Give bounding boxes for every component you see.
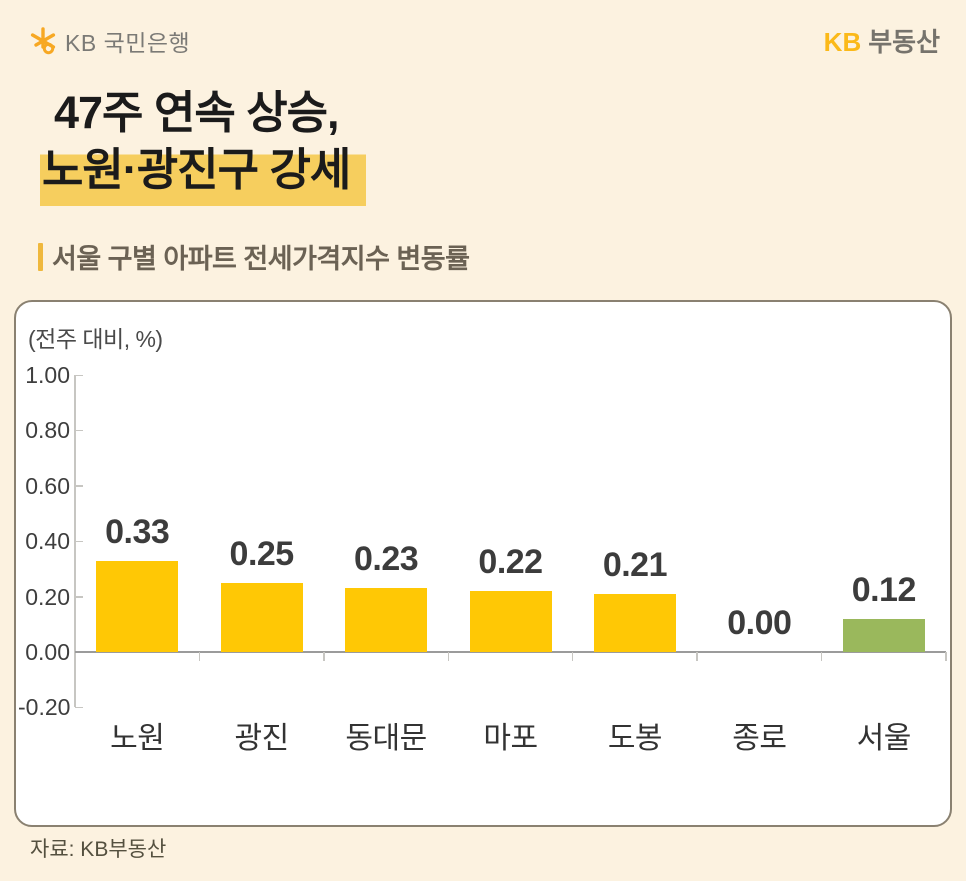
x-boundary-tick: [571, 652, 574, 661]
y-tick-label: 0.00: [25, 639, 70, 665]
chart-card: (전주 대비, %) 1.00 0.80 0.60 0.40 0.20 0.00 -0.20…: [14, 300, 952, 827]
x-category-label: 동대문: [345, 722, 427, 755]
page-title: 47주 연속 상승, 노원·광진구 강세: [40, 84, 367, 206]
x-boundary-tick: [447, 652, 450, 661]
bar-마포: [469, 591, 552, 652]
y-tick-mark: [75, 374, 83, 376]
bar-value-label: 0.12: [851, 570, 917, 609]
bar-value-label: 0.00: [727, 604, 792, 642]
chart-subtitle: 서울 구별 아파트 전세가격지수 변동률: [38, 237, 470, 276]
subtitle-text: 서울 구별 아파트 전세가격지수 변동률: [52, 244, 470, 274]
y-tick-label: 0.40: [25, 528, 70, 555]
x-category-label: 광진: [234, 722, 290, 755]
y-tick-label: 0.20: [25, 583, 70, 610]
x-boundary-tick: [198, 652, 201, 661]
bar-서울: [842, 618, 925, 652]
brand-kb-budongsan: KB 부동산: [824, 22, 940, 59]
y-tick-label: 0.60: [25, 472, 70, 499]
subtitle-accent-bar: [38, 242, 43, 271]
y-tick-label: 1.00: [25, 362, 70, 388]
title-line-2-highlight: 노원·광진구 강세: [40, 141, 367, 206]
x-category-label: 노원: [110, 722, 165, 755]
y-tick-mark: [75, 540, 83, 543]
brand-kb-label: KB: [823, 27, 862, 57]
source-note: 자료: KB부동산: [30, 838, 167, 861]
y-axis-unit-label: (전주 대비, %): [28, 326, 163, 352]
y-tick-mark: [75, 429, 83, 432]
bar-도봉: [593, 593, 676, 652]
x-boundary-tick: [945, 652, 947, 661]
x-boundary-tick: [696, 652, 698, 661]
y-axis-line: [74, 375, 76, 708]
x-axis-baseline: [75, 651, 946, 653]
header-logo: KB 국민은행: [28, 24, 190, 58]
y-tick-label: 0.80: [25, 417, 70, 444]
bar-value-label: 0.33: [105, 512, 170, 551]
x-category-label: 도봉: [607, 722, 663, 755]
bar-value-label: 0.22: [478, 543, 543, 582]
x-category-label: 서울: [856, 722, 912, 755]
x-category-label: 종로: [732, 722, 787, 755]
bar-광진: [220, 582, 303, 652]
x-boundary-tick: [820, 652, 823, 661]
bar-value-label: 0.25: [229, 534, 295, 573]
bar-동대문: [345, 588, 428, 652]
title-line-2: 노원·광진구 강세: [40, 141, 367, 206]
kb-star-logo-icon: [30, 27, 56, 55]
bar-value-label: 0.23: [353, 540, 419, 579]
y-tick-mark: [75, 485, 83, 487]
y-tick-label: -0.20: [18, 694, 71, 721]
brand-suffix-label: 부동산: [868, 27, 940, 57]
x-boundary-tick: [323, 652, 325, 661]
logo-text: KB 국민은행: [65, 30, 191, 56]
x-category-label: 마포: [483, 722, 538, 755]
title-line-1: 47주 연속 상승,: [54, 87, 340, 138]
y-tick-mark: [75, 706, 83, 709]
bar-노원: [96, 560, 179, 652]
bar-value-label: 0.21: [602, 545, 668, 584]
bar-chart: (전주 대비, %) 1.00 0.80 0.60 0.40 0.20 0.00 -0.20…: [16, 302, 950, 825]
y-tick-mark: [75, 596, 83, 598]
